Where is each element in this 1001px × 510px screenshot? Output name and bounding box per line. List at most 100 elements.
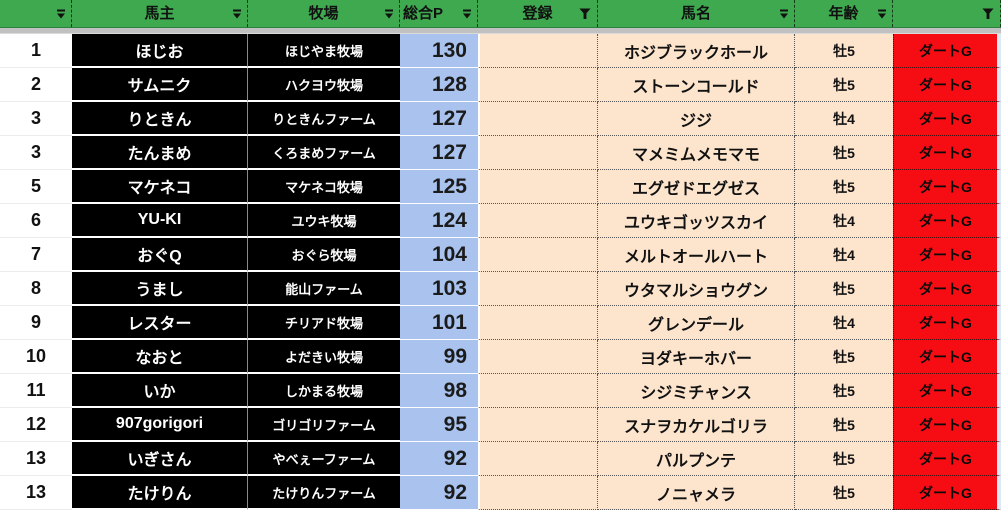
grade-cell[interactable]: ダートG [893,408,1001,442]
points-cell[interactable]: 128 [400,68,478,102]
horse-name-cell[interactable]: シジミチャンス [598,374,795,408]
header-cell-horse-name[interactable]: 馬名 [598,0,795,27]
points-cell[interactable]: 125 [400,170,478,204]
horse-name-cell[interactable]: ジジ [598,102,795,136]
registration-cell[interactable] [478,272,598,306]
grade-cell[interactable]: ダートG [893,102,1001,136]
points-cell[interactable]: 92 [400,442,478,476]
rank-cell[interactable]: 1 [0,34,72,68]
filter-dropdown-icon[interactable] [877,9,887,18]
rank-cell[interactable]: 11 [0,374,72,408]
owner-cell[interactable]: りときん [72,102,248,136]
points-cell[interactable]: 98 [400,374,478,408]
rank-cell[interactable]: 5 [0,170,72,204]
header-cell-points[interactable]: 総合P [400,0,478,27]
age-cell[interactable]: 牡4 [795,102,893,136]
grade-cell[interactable]: ダートG [893,442,1001,476]
points-cell[interactable]: 124 [400,204,478,238]
points-cell[interactable]: 95 [400,408,478,442]
filter-funnel-icon[interactable] [982,8,994,19]
registration-cell[interactable] [478,306,598,340]
rank-cell[interactable]: 6 [0,204,72,238]
points-cell[interactable]: 92 [400,476,478,510]
header-cell-age[interactable]: 年齢 [795,0,893,27]
ranch-cell[interactable]: チリアド牧場 [248,306,400,340]
filter-dropdown-icon[interactable] [56,9,66,18]
ranch-cell[interactable]: ほじやま牧場 [248,34,400,68]
ranch-cell[interactable]: りときんファーム [248,102,400,136]
rank-cell[interactable]: 13 [0,442,72,476]
horse-name-cell[interactable]: グレンデール [598,306,795,340]
horse-name-cell[interactable]: ノニャメラ [598,476,795,510]
ranch-cell[interactable]: しかまる牧場 [248,374,400,408]
registration-cell[interactable] [478,408,598,442]
grade-cell[interactable]: ダートG [893,238,1001,272]
rank-cell[interactable]: 8 [0,272,72,306]
registration-cell[interactable] [478,374,598,408]
points-cell[interactable]: 127 [400,102,478,136]
rank-cell[interactable]: 12 [0,408,72,442]
owner-cell[interactable]: レスター [72,306,248,340]
age-cell[interactable]: 牡5 [795,340,893,374]
ranch-cell[interactable]: ゴリゴリファーム [248,408,400,442]
owner-cell[interactable]: いぎさん [72,442,248,476]
owner-cell[interactable]: たけりん [72,476,248,510]
owner-cell[interactable]: なおと [72,340,248,374]
grade-cell[interactable]: ダートG [893,272,1001,306]
owner-cell[interactable]: おぐQ [72,238,248,272]
ranch-cell[interactable]: たけりんファーム [248,476,400,510]
rank-cell[interactable]: 13 [0,476,72,510]
grade-cell[interactable]: ダートG [893,34,1001,68]
points-cell[interactable]: 103 [400,272,478,306]
owner-cell[interactable]: サムニク [72,68,248,102]
ranch-cell[interactable]: ハクヨウ牧場 [248,68,400,102]
registration-cell[interactable] [478,204,598,238]
age-cell[interactable]: 牡5 [795,68,893,102]
age-cell[interactable]: 牡5 [795,34,893,68]
grade-cell[interactable]: ダートG [893,306,1001,340]
registration-cell[interactable] [478,442,598,476]
owner-cell[interactable]: うまし [72,272,248,306]
registration-cell[interactable] [478,170,598,204]
grade-cell[interactable]: ダートG [893,476,1001,510]
header-cell-grade[interactable] [893,0,1001,27]
registration-cell[interactable] [478,238,598,272]
grade-cell[interactable]: ダートG [893,68,1001,102]
age-cell[interactable]: 牡5 [795,272,893,306]
filter-funnel-icon[interactable] [579,8,591,19]
rank-cell[interactable]: 9 [0,306,72,340]
owner-cell[interactable]: 907gorigori [72,408,248,442]
age-cell[interactable]: 牡5 [795,374,893,408]
horse-name-cell[interactable]: メルトオールハート [598,238,795,272]
age-cell[interactable]: 牡5 [795,136,893,170]
ranch-cell[interactable]: よだきい牧場 [248,340,400,374]
horse-name-cell[interactable]: ユウキゴッツスカイ [598,204,795,238]
ranch-cell[interactable]: マケネコ牧場 [248,170,400,204]
grade-cell[interactable]: ダートG [893,136,1001,170]
registration-cell[interactable] [478,102,598,136]
points-cell[interactable]: 130 [400,34,478,68]
rank-cell[interactable]: 7 [0,238,72,272]
registration-cell[interactable] [478,136,598,170]
age-cell[interactable]: 牡5 [795,170,893,204]
horse-name-cell[interactable]: ウタマルショウグン [598,272,795,306]
rank-cell[interactable]: 2 [0,68,72,102]
header-cell-rank[interactable] [0,0,72,27]
registration-cell[interactable] [478,340,598,374]
age-cell[interactable]: 牡5 [795,476,893,510]
filter-dropdown-icon[interactable] [232,9,242,18]
horse-name-cell[interactable]: エグゼドエグゼス [598,170,795,204]
horse-name-cell[interactable]: マメミムメモマモ [598,136,795,170]
grade-cell[interactable]: ダートG [893,340,1001,374]
horse-name-cell[interactable]: パルプンテ [598,442,795,476]
points-cell[interactable]: 127 [400,136,478,170]
points-cell[interactable]: 101 [400,306,478,340]
points-cell[interactable]: 99 [400,340,478,374]
header-cell-owner[interactable]: 馬主 [72,0,248,27]
ranch-cell[interactable]: やべぇーファーム [248,442,400,476]
horse-name-cell[interactable]: スナヲカケルゴリラ [598,408,795,442]
rank-cell[interactable]: 3 [0,136,72,170]
age-cell[interactable]: 牡4 [795,306,893,340]
ranch-cell[interactable]: くろまめファーム [248,136,400,170]
horse-name-cell[interactable]: ヨダキーホバー [598,340,795,374]
